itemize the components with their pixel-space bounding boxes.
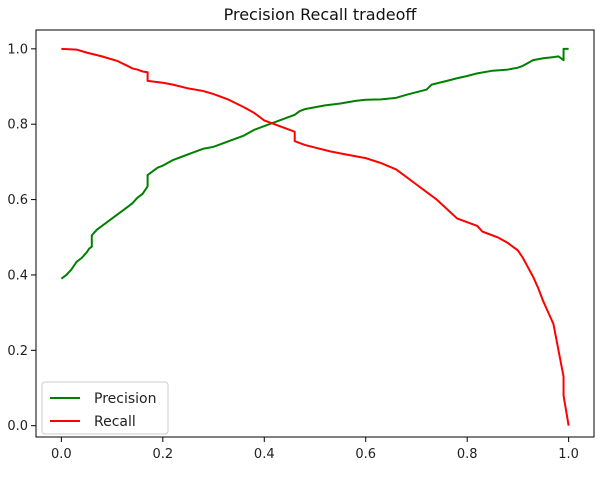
series-layer <box>60 47 570 426</box>
x-tick-label: 0.4 <box>254 447 275 462</box>
plot-area <box>35 29 595 438</box>
y-tick-label: 0.6 <box>7 193 28 208</box>
y-axis: 0.0 0.2 0.4 0.6 0.8 1.0 <box>7 42 36 434</box>
x-tick-label: 0.8 <box>457 447 478 462</box>
x-tick-label: 1.0 <box>558 447 579 462</box>
x-tick-label: 0.2 <box>152 447 173 462</box>
y-tick-label: 0.4 <box>7 268 28 283</box>
y-tick-label: 0.8 <box>7 118 28 133</box>
legend-label-precision: Precision <box>94 391 156 407</box>
legend-label-recall: Recall <box>94 414 136 430</box>
chart-title: Precision Recall tradeoff <box>224 5 418 24</box>
series-line-precision <box>60 47 569 280</box>
x-tick-label: 0.0 <box>51 447 72 462</box>
series-line-recall <box>61 47 570 426</box>
x-axis: 0.0 0.2 0.4 0.6 0.8 1.0 <box>51 437 579 462</box>
y-tick-label: 1.0 <box>7 42 28 57</box>
y-tick-label: 0.2 <box>7 344 28 359</box>
x-tick-label: 0.6 <box>355 447 376 462</box>
y-tick-label: 0.0 <box>7 419 28 434</box>
legend: Precision Recall <box>41 381 169 435</box>
